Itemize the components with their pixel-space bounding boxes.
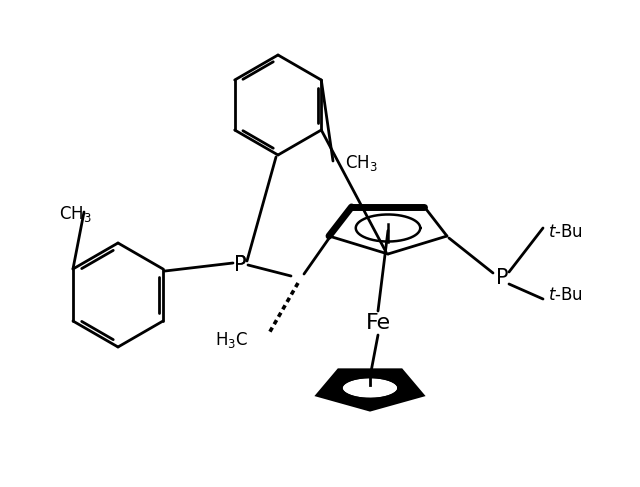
Polygon shape [341, 377, 399, 399]
Text: CH$_3$: CH$_3$ [59, 204, 92, 224]
Text: H$_3$C: H$_3$C [215, 330, 248, 350]
Text: P: P [234, 255, 246, 275]
Polygon shape [321, 372, 419, 408]
Text: Fe: Fe [365, 313, 390, 333]
Text: P: P [496, 268, 508, 288]
Text: $\mathit{t}$-Bu: $\mathit{t}$-Bu [548, 223, 583, 241]
Text: $\mathit{t}$-Bu: $\mathit{t}$-Bu [548, 286, 583, 304]
Text: P: P [234, 255, 246, 275]
Text: CH$_3$: CH$_3$ [345, 153, 378, 173]
